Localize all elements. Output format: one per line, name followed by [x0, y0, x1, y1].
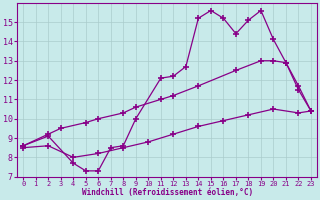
- X-axis label: Windchill (Refroidissement éolien,°C): Windchill (Refroidissement éolien,°C): [82, 188, 253, 197]
